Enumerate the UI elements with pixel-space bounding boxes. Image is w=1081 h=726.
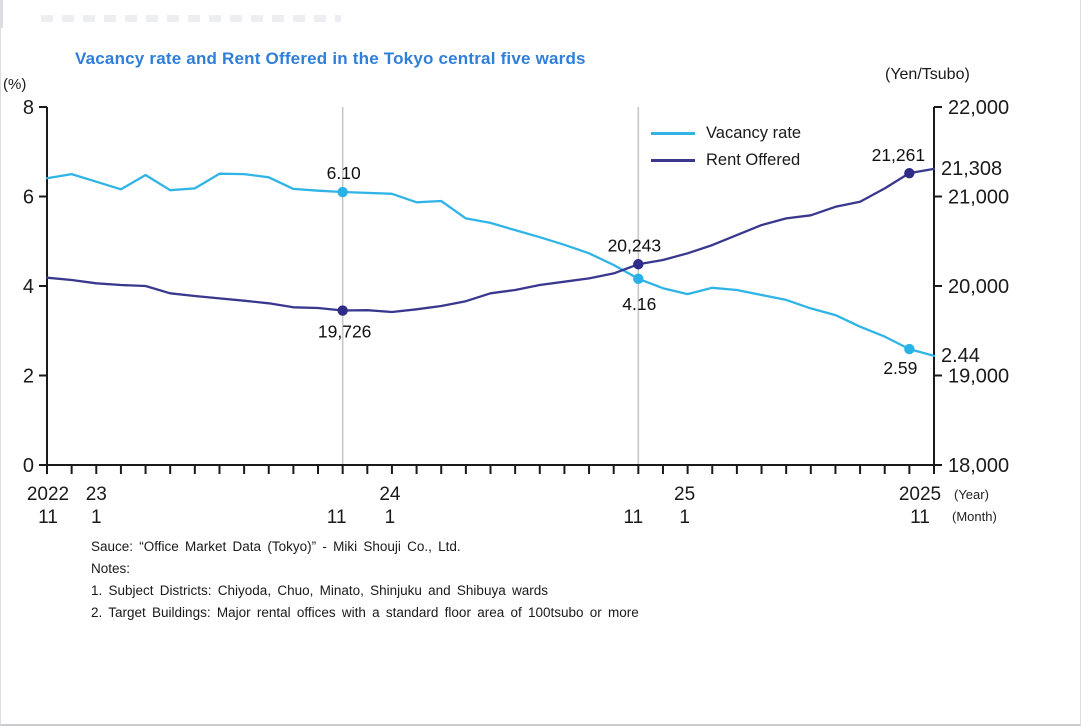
note-line: 1. Subject Districts: Chiyoda, Chuo, Min… <box>91 583 548 598</box>
legend-item: Rent Offered <box>651 151 801 170</box>
x-axis-year-label: 23 <box>86 484 107 505</box>
notes-list: 1. Subject Districts: Chiyoda, Chuo, Min… <box>91 580 639 624</box>
x-axis-month-label: 1 <box>91 507 102 528</box>
x-axis-month-label: 11 <box>327 507 347 528</box>
data-point-marker <box>904 343 915 355</box>
x-axis-month-label: 11 <box>910 507 930 528</box>
x-axis-year-unit-label: (Year) <box>954 487 989 502</box>
x-axis-month-unit-label: (Month) <box>952 509 997 524</box>
left-axis-tick-label: 8 <box>23 97 34 119</box>
left-axis-tick-label: 2 <box>23 366 34 388</box>
right-axis-tick-label: 21,000 <box>948 187 1009 209</box>
note-line: 2. Target Buildings: Major rental office… <box>91 605 639 620</box>
data-point-value-label: 6.10 <box>327 163 361 183</box>
x-axis-month-label: 11 <box>623 507 643 528</box>
data-point-value-label: 21,261 <box>872 145 926 165</box>
right-axis-tick-label: 22,000 <box>948 97 1009 119</box>
right-axis-unit-label: (Yen/Tsubo) <box>885 66 970 83</box>
data-point-value-label: 2.59 <box>883 358 917 378</box>
data-point-marker <box>633 259 644 270</box>
left-axis-tick-label: 0 <box>23 455 34 477</box>
data-point-marker <box>337 186 348 198</box>
clipped-text-remnant <box>41 15 341 22</box>
data-point-value-label: 19,726 <box>318 322 372 342</box>
latest-value-edge-label: 21,308 <box>941 158 1002 180</box>
data-point-value-label: 4.16 <box>622 294 656 314</box>
footer-notes: Sauce: “Office Market Data (Tokyo)” - Mi… <box>91 536 639 624</box>
data-point-marker <box>337 305 348 316</box>
data-point-marker <box>904 167 915 179</box>
x-axis-month-label: 1 <box>679 507 690 528</box>
legend-item-label: Rent Offered <box>706 151 801 169</box>
legend-line-swatch <box>651 159 695 162</box>
rent-offered-line <box>45 167 936 314</box>
legend-line-swatch <box>651 132 695 135</box>
x-axis-month-label: 11 <box>38 507 58 528</box>
legend-item: Vacancy rate <box>651 124 801 143</box>
x-axis-month-label: 1 <box>385 507 396 528</box>
left-axis-unit-label: (%) <box>3 76 27 93</box>
left-axis-tick-label: 4 <box>23 276 34 298</box>
notes-label: Notes: <box>91 561 131 576</box>
x-axis-year-label: 2022 <box>27 484 69 505</box>
vacancy-rate-line <box>45 172 936 357</box>
legend: Vacancy rate Rent Offered <box>651 124 801 170</box>
right-axis-tick-label: 19,000 <box>948 366 1009 388</box>
x-axis-year-label: 25 <box>674 484 695 505</box>
x-axis-year-label: 2025 <box>899 484 941 505</box>
right-axis-tick-label: 20,000 <box>948 276 1009 298</box>
left-axis-tick-label: 6 <box>23 187 34 209</box>
source-line: Sauce: “Office Market Data (Tokyo)” - Mi… <box>91 539 461 554</box>
data-point-marker <box>633 273 644 285</box>
x-axis-year-label: 24 <box>379 484 401 505</box>
latest-value-edge-label: 2.44 <box>941 345 980 367</box>
legend-item-label: Vacancy rate <box>706 124 802 142</box>
window-edge-mark <box>1 0 3 28</box>
right-axis-tick-label: 18,000 <box>948 455 1009 477</box>
data-point-value-label: 20,243 <box>608 235 662 255</box>
chart-title: Vacancy rate and Rent Offered in the Tok… <box>75 49 586 68</box>
